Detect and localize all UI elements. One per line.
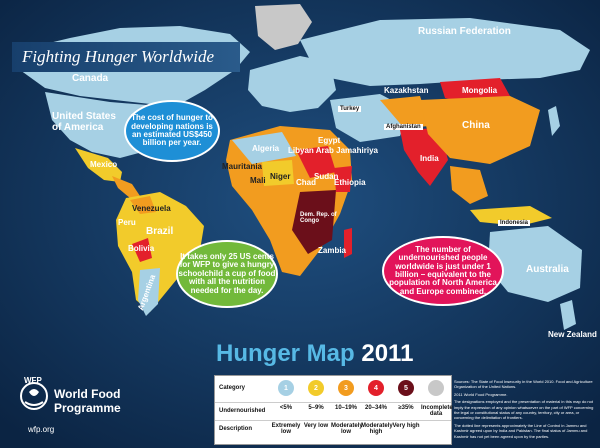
legend-desc-1: Extremely low	[271, 423, 301, 435]
label-zambia: Zambia	[318, 246, 347, 255]
note-4: The dotted line represents approximately…	[454, 422, 588, 439]
label-canada: Canada	[72, 73, 109, 84]
greenland	[255, 4, 312, 50]
afghanistan-region	[380, 96, 430, 128]
legend-circle-5: 5	[398, 380, 414, 396]
australia-region	[488, 226, 582, 302]
hunger-map-year: 2011	[361, 340, 414, 367]
label-mauritania: Mauritania	[222, 162, 263, 171]
new-zealand-region	[560, 300, 576, 330]
legend-category-label: Category	[219, 385, 246, 391]
label-new-zealand: New Zealand	[548, 330, 597, 339]
label-algeria: Algeria	[252, 144, 280, 153]
sudan-region	[296, 146, 336, 178]
wfp-name-line1: World Food	[54, 387, 121, 401]
legend-row-description: Description Extremely low Very low Moder…	[215, 420, 451, 435]
label-chad: Chad	[296, 178, 316, 187]
label-turkey: Turkey	[338, 106, 362, 112]
label-bolivia: Bolivia	[128, 244, 155, 253]
hunger-map-label: Hunger Map	[216, 340, 355, 367]
label-brazil: Brazil	[146, 226, 174, 237]
ethiopia-region	[334, 166, 352, 192]
legend-desc-nodata	[421, 423, 451, 435]
legend-circle-3: 3	[338, 380, 354, 396]
label-ethiopia: Ethiopia	[334, 178, 366, 187]
central-america-region	[112, 176, 140, 198]
southeast-asia-region	[450, 166, 488, 204]
legend-desc-3: Moderately low	[331, 423, 363, 435]
legend-circle-4: 4	[368, 380, 384, 396]
wfp-name: World Food Programme	[54, 387, 121, 416]
legend-range-2: 5–9%	[308, 405, 324, 411]
legend-range-5: ≥35%	[398, 405, 414, 411]
bolivia-region	[132, 238, 152, 262]
madagascar-region	[344, 228, 352, 258]
argentina-region	[138, 268, 160, 316]
label-mexico: Mexico	[90, 160, 118, 169]
legend-row-category: Category 1 2 3 4 5	[215, 380, 451, 396]
callout-undernourished: The number of undernourished people worl…	[382, 236, 504, 306]
label-afghanistan: Afghanistan	[384, 124, 423, 130]
wfp-name-line2: Programme	[54, 400, 121, 415]
note-3: The designations employed and the presen…	[454, 399, 594, 421]
map-legend: Category 1 2 3 4 5 Undernourished <5% 5–…	[214, 375, 453, 445]
legend-range-1: <5%	[279, 405, 293, 411]
label-china: China	[462, 120, 490, 131]
legend-undernourished-label: Undernourished	[219, 408, 266, 414]
note-2: 2011 World Food Programme.	[454, 391, 508, 397]
indonesia-region	[470, 206, 552, 226]
russia-region	[300, 18, 590, 86]
mexico-region	[75, 148, 122, 182]
label-india: India	[420, 154, 439, 163]
legend-desc-2: Very low	[303, 423, 329, 429]
note-1: Sources: The State of Food Insecurity in…	[454, 379, 593, 390]
label-russian-federation: Russian Federation	[418, 26, 511, 37]
dr-congo-region	[292, 190, 336, 254]
legend-circle-1: 1	[278, 380, 294, 396]
europe-region	[248, 56, 336, 112]
china-region	[420, 96, 540, 164]
japan-region	[548, 106, 560, 136]
label-mali: Mali	[250, 176, 266, 185]
label-egypt: Egypt	[318, 136, 341, 145]
wfp-url: wfp.org	[28, 425, 55, 434]
label-peru: Peru	[118, 218, 136, 227]
legend-desc-4: Moderately high	[361, 423, 393, 435]
label-venezuela: Venezuela	[132, 204, 171, 213]
south-america-region	[116, 192, 204, 312]
label-kazakhstan: Kazakhstan	[384, 86, 429, 95]
label-dem-rep-congo: Dem. Rep. of Congo	[300, 212, 337, 224]
page-title: Fighting Hunger Worldwide	[12, 42, 240, 72]
wfp-abbrev: WFP	[24, 376, 42, 385]
label-mongolia: Mongolia	[462, 86, 498, 95]
legend-circle-2: 2	[308, 380, 324, 396]
label-australia: Australia	[526, 264, 569, 275]
wfp-logo-icon	[20, 382, 48, 410]
venezuela-region	[130, 196, 156, 214]
sahel-region	[262, 160, 294, 186]
hunger-map-title: Hunger Map 2011	[216, 340, 413, 368]
legend-range-nodata: Incomplete data	[421, 405, 453, 417]
north-africa-region	[232, 132, 296, 164]
label-indonesia: Indonesia	[498, 220, 531, 226]
callout-school-meal: It takes only 25 US cents for WFP to giv…	[176, 240, 278, 308]
label-niger: Niger	[270, 172, 291, 181]
source-notes: Sources: The State of Food Insecurity in…	[454, 379, 596, 441]
label-sudan: Sudan	[314, 172, 339, 181]
label-united-states: United States of America	[52, 111, 116, 133]
legend-circle-nodata	[428, 380, 444, 396]
legend-desc-5: Very high	[392, 423, 420, 429]
legend-range-3: 10–19%	[334, 405, 358, 411]
callout-cost: The cost of hunger to developing nations…	[124, 100, 220, 162]
legend-range-4: 20–34%	[364, 405, 388, 411]
legend-description-label: Description	[219, 426, 253, 432]
label-libyan-arab: Libyan Arab Jamahiriya	[288, 146, 378, 155]
legend-row-undernourished: Undernourished <5% 5–9% 10–19% 20–34% ≥3…	[215, 402, 453, 417]
